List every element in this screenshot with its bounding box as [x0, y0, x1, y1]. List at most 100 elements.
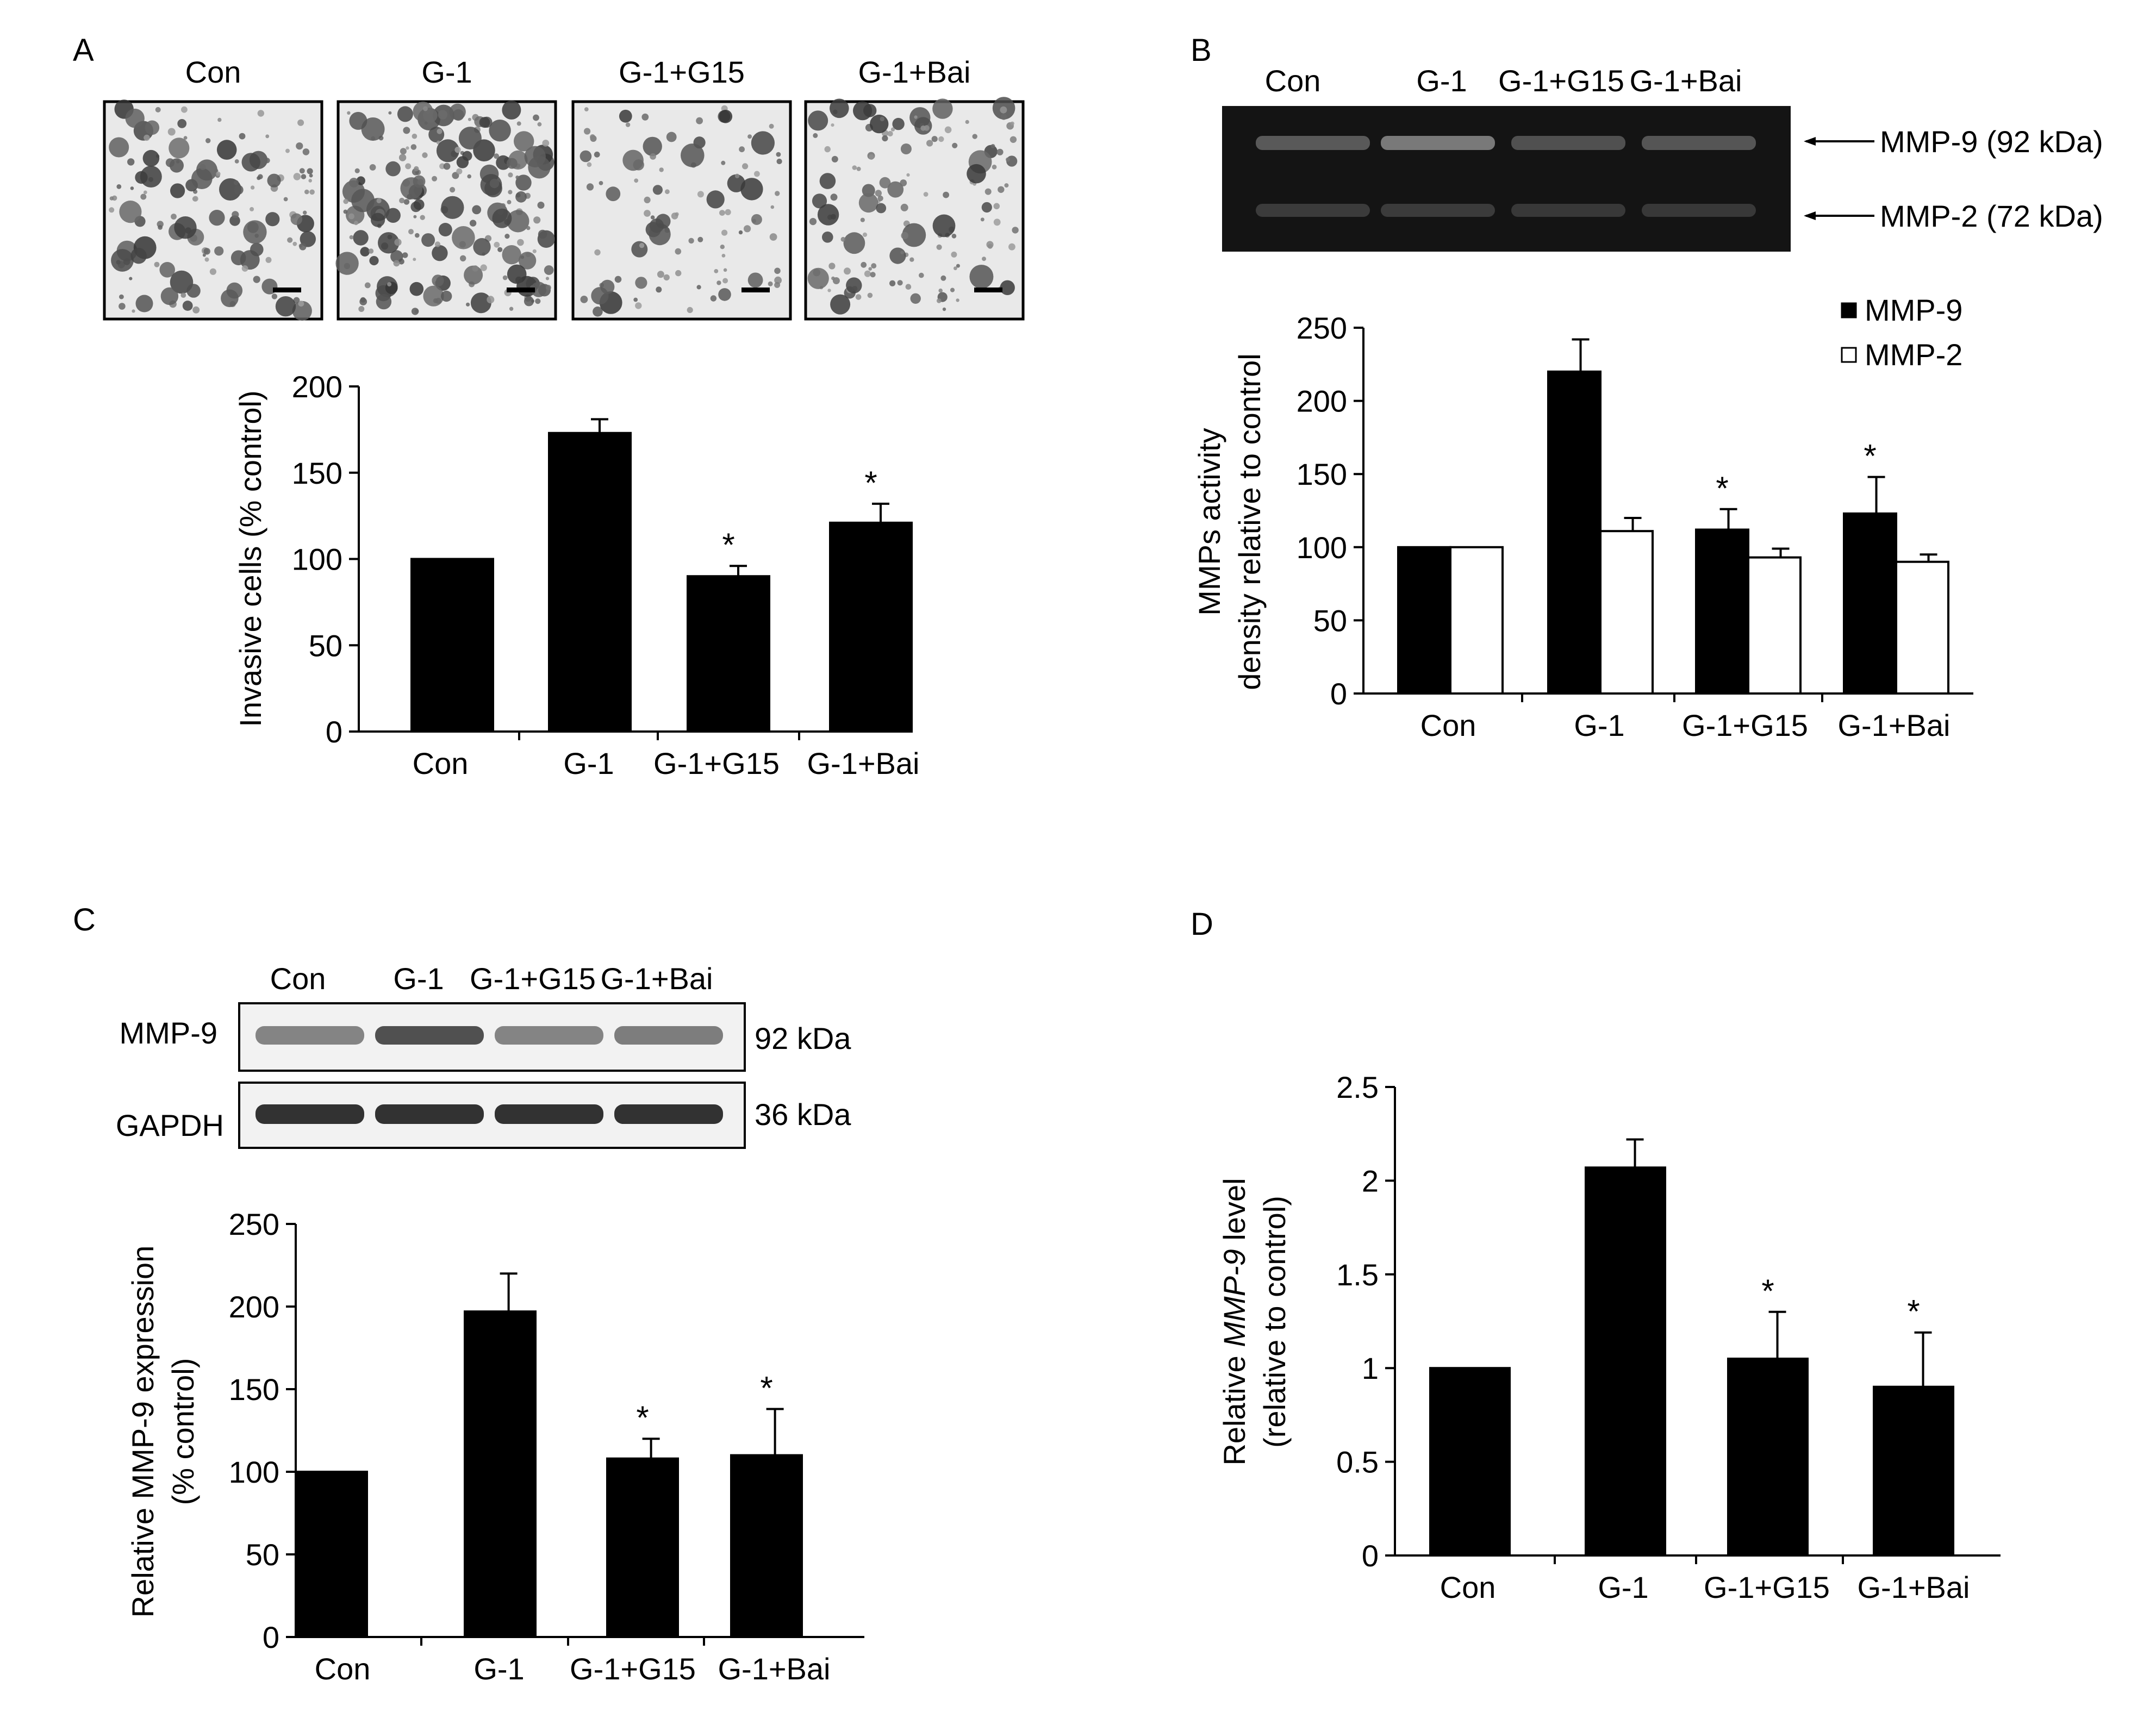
cell-spot	[879, 177, 891, 189]
cell-spot	[347, 111, 351, 115]
cell-spot	[981, 202, 992, 213]
cell-spot	[923, 192, 929, 197]
chart-mmp9-mrna: 0 0.5 1 1.5 2 2.5 Con G-1 * G-1+G15 * G-1+Bai Relati…	[1217, 1070, 2001, 1604]
cell-spot	[285, 148, 290, 153]
cell-spot	[861, 261, 867, 268]
cell-spot	[716, 280, 721, 285]
cell-spot	[180, 292, 186, 298]
x-category-label: G-1+G15	[1682, 708, 1808, 742]
cell-spot	[209, 210, 225, 226]
cell-spot	[143, 190, 147, 195]
gel-band-mmp2	[1256, 204, 1370, 217]
cell-spot	[403, 127, 410, 134]
cell-spot	[182, 301, 193, 311]
cell-spot	[421, 233, 435, 247]
cell-spot	[514, 131, 534, 152]
cell-spot	[413, 215, 417, 218]
cell-spot	[644, 210, 651, 217]
cell-spot	[467, 174, 471, 179]
cell-spot	[432, 274, 444, 287]
legend-label: MMP-2	[1865, 338, 1962, 372]
micrograph-label: G-1+G15	[619, 55, 745, 89]
y-tick-label: 0.5	[1336, 1445, 1379, 1479]
cell-spot	[413, 199, 425, 210]
cell-spot	[438, 110, 448, 120]
cell-spot	[584, 107, 589, 112]
cell-spot	[952, 142, 958, 148]
y-axis-label: Invasive cells (% control)	[233, 390, 267, 727]
cell-spot	[776, 152, 781, 157]
cell-spot	[932, 214, 956, 238]
cell-spot	[862, 232, 868, 237]
bar-value	[1429, 1367, 1511, 1557]
cell-spot	[639, 243, 645, 248]
cell-spot	[443, 163, 451, 170]
cell-spot	[407, 193, 413, 200]
x-category-label: Con	[315, 1652, 371, 1686]
cell-spot	[290, 213, 303, 226]
cell-spot	[722, 278, 728, 284]
significance-star: *	[722, 527, 734, 563]
cell-spot	[858, 193, 878, 213]
cell-spot	[449, 103, 466, 120]
y-tick-label: 200	[229, 1290, 279, 1324]
cell-spot	[349, 111, 367, 130]
bar-mmp-9	[1843, 512, 1897, 695]
cell-spot	[111, 249, 134, 272]
cell-spot	[265, 257, 272, 263]
panel-letter-a: A	[73, 33, 94, 68]
cell-spot	[635, 277, 647, 289]
blot-lane-label: G-1+G15	[470, 961, 596, 996]
cell-spot	[982, 257, 986, 261]
cell-spot	[846, 277, 862, 293]
y-tick-label: 150	[292, 456, 342, 490]
cell-spot	[822, 232, 833, 243]
cell-spot	[109, 137, 129, 158]
cell-spot	[900, 203, 908, 211]
cell-spot	[507, 199, 512, 204]
cell-spot	[880, 116, 885, 122]
cell-spot	[298, 301, 304, 307]
cell-spot	[813, 133, 818, 138]
cell-spot	[809, 218, 817, 226]
cell-spot	[452, 172, 459, 179]
cell-spot	[940, 275, 946, 281]
y-tick-label: 200	[292, 370, 342, 404]
cell-spot	[942, 307, 946, 311]
bar-value	[1727, 1357, 1809, 1557]
scale-bar	[741, 288, 770, 292]
cell-spot	[412, 133, 418, 139]
cell-spot	[819, 173, 836, 189]
cell-spot	[751, 131, 775, 155]
y-axis-label: Relative MMP-9 expression	[126, 1246, 160, 1618]
cell-spot	[768, 281, 773, 286]
cell-spot	[951, 251, 957, 258]
cell-spot	[349, 178, 359, 188]
cell-spot	[831, 123, 834, 127]
cell-spot	[309, 189, 315, 195]
scale-bar	[974, 288, 1002, 292]
cell-spot	[301, 174, 307, 179]
cell-spot	[424, 121, 428, 125]
cell-spot	[494, 153, 500, 159]
bar-mmp-9	[1547, 370, 1602, 695]
cell-spot	[931, 136, 938, 142]
cell-spot	[423, 285, 444, 307]
legend-label: MMP-9	[1865, 293, 1962, 327]
cell-spot	[984, 188, 992, 195]
micrograph-label: G-1	[421, 55, 472, 89]
y-tick-label: 1	[1362, 1351, 1379, 1385]
cell-spot	[867, 292, 873, 298]
cell-spot	[718, 288, 731, 301]
significance-star: *	[1761, 1273, 1774, 1309]
cell-spot	[584, 128, 591, 135]
cell-spot	[214, 246, 224, 256]
cell-spot	[738, 230, 743, 235]
cell-spot	[360, 247, 370, 257]
cell-spot	[420, 215, 425, 220]
cell-spot	[170, 183, 185, 198]
cell-spot	[843, 232, 865, 254]
cell-spot	[721, 254, 726, 258]
blot-size-label: 36 kDa	[755, 1097, 851, 1132]
cell-spot	[533, 216, 541, 224]
